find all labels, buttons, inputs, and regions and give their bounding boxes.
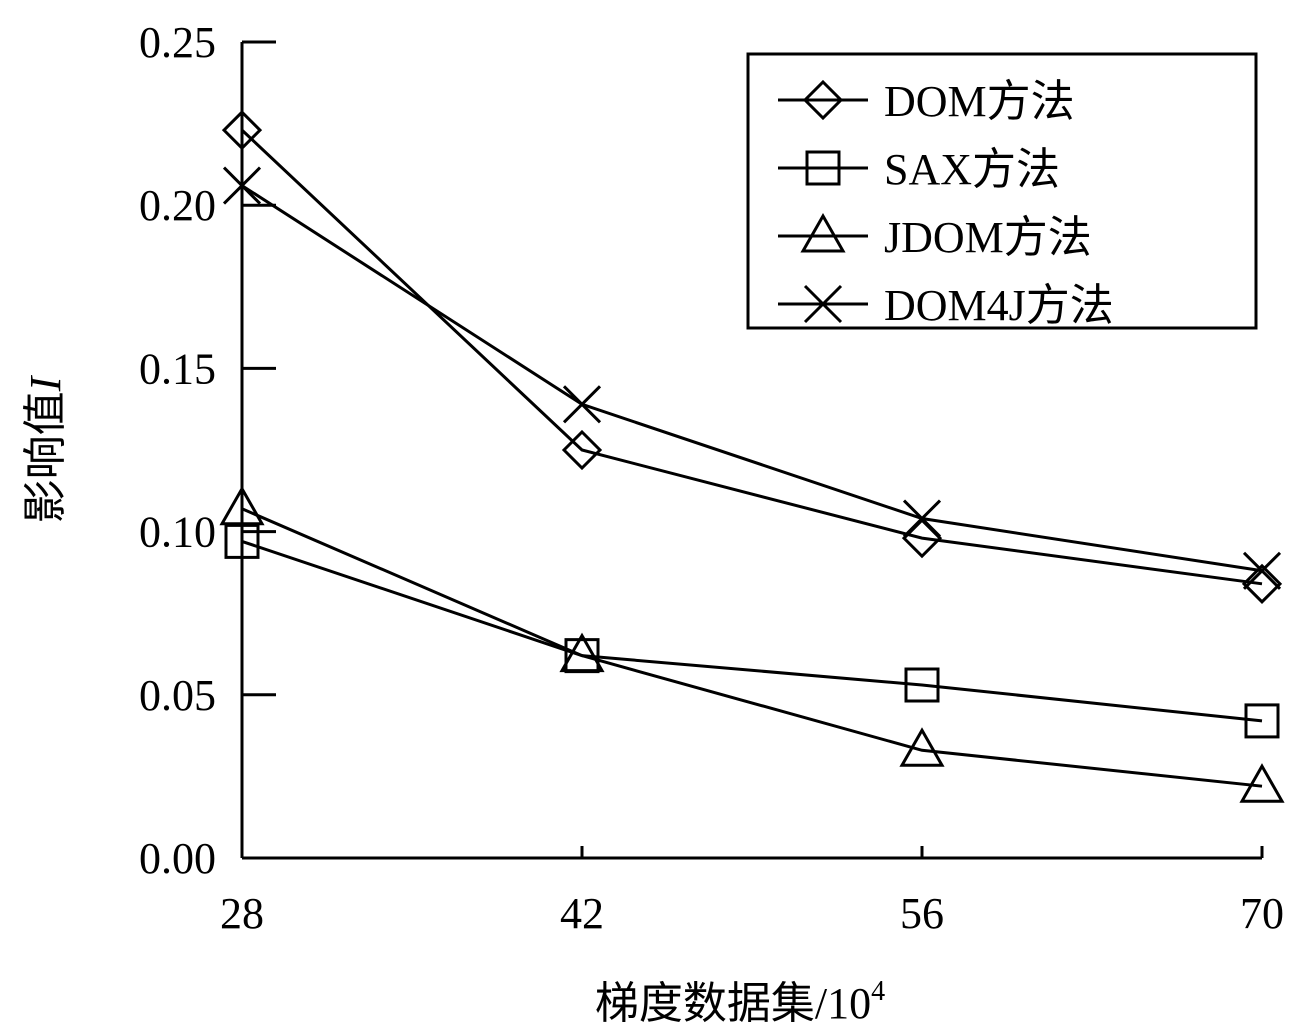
series-3-point — [899, 727, 945, 767]
legend: DOM方法 SAX方法 JDOM方法 DOM4J方法 — [746, 52, 1258, 330]
series-4-point-stroke-b — [902, 499, 942, 538]
series-3-point — [559, 632, 605, 673]
series-2-point — [224, 523, 260, 559]
series-4-point-stroke-b — [222, 166, 262, 205]
legend-label-4: DOM4J方法 — [884, 281, 1114, 330]
x-axis-title: 梯度数据集/104 — [595, 976, 885, 1028]
legend-label-2: SAX方法 — [884, 145, 1060, 194]
y-tick-label: 0.10 — [139, 508, 216, 557]
legend-marker-3 — [800, 212, 846, 253]
x-ticks: 28 42 56 70 — [220, 846, 1284, 938]
series-4-point-stroke-b — [1242, 551, 1282, 590]
series-4-line — [241, 184, 1263, 573]
y-tick-label: 0.15 — [139, 344, 216, 393]
series-4-point — [222, 166, 262, 205]
series-4-point-stroke-b — [562, 385, 602, 424]
legend-label-3: JDOM方法 — [884, 213, 1092, 262]
series-2-point — [904, 667, 940, 703]
y-tick-label: 0.00 — [139, 834, 216, 883]
series-4-point — [1242, 551, 1282, 590]
legend-marker-1 — [802, 79, 844, 121]
y-axis-title: 影响值I — [21, 374, 70, 523]
legend-marker-4-stroke-b — [803, 284, 843, 324]
y-tick-label: 0.05 — [139, 671, 216, 720]
series-3-point — [1239, 763, 1285, 803]
series-3-line — [241, 507, 1263, 788]
legend-label-1: DOM方法 — [884, 77, 1075, 126]
legend-marker-2 — [805, 150, 841, 186]
axes — [240, 42, 1262, 860]
series-2-point — [1244, 703, 1280, 739]
y-tick-label: 0.25 — [139, 18, 216, 67]
series-layer — [219, 110, 1285, 803]
series-1-point — [221, 110, 263, 151]
x-tick-label: 42 — [560, 889, 604, 938]
y-ticks: 0.00 0.05 0.10 0.15 0.20 0.25 — [139, 18, 276, 883]
y-axis-title-variable: I — [21, 374, 70, 392]
series-1-point — [1241, 563, 1283, 604]
x-tick-label: 70 — [1240, 889, 1284, 938]
x-tick-label: 28 — [220, 889, 264, 938]
series-1-point — [561, 429, 603, 471]
series-4-point — [902, 499, 942, 538]
series-4-point — [562, 385, 602, 424]
series-1-line — [240, 129, 1263, 586]
y-tick-label: 0.20 — [139, 181, 216, 230]
x-tick-label: 56 — [900, 889, 944, 938]
series-2-line — [241, 539, 1263, 723]
series-3-point — [219, 485, 265, 526]
legend-marker-4 — [803, 284, 843, 324]
x-axis-title-superscript: 4 — [871, 976, 885, 1007]
